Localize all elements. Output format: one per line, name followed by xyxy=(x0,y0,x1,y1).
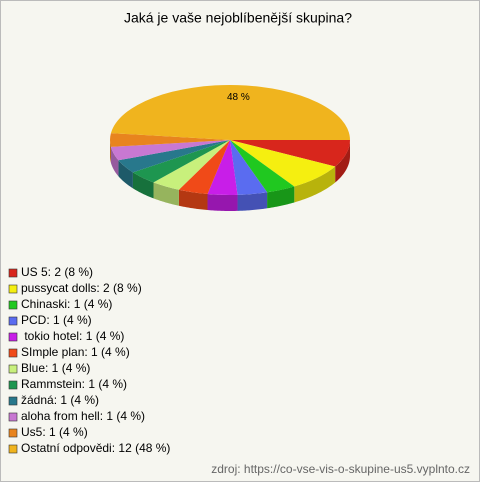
slice xyxy=(110,84,351,140)
slice xyxy=(178,140,230,195)
legend-label: Blue: 1 (4 %) xyxy=(21,361,90,375)
slice xyxy=(132,140,230,183)
legend-swatch xyxy=(8,380,18,390)
slice-side xyxy=(132,172,154,199)
legend-swatch xyxy=(8,316,18,326)
slice-side xyxy=(335,140,350,183)
chart-title: Jaká je vaše nejoblíbenější skupina? xyxy=(124,10,352,26)
slice-side xyxy=(178,189,208,211)
slice xyxy=(230,140,268,195)
legend-label: tokio hotel: 1 (4 %) xyxy=(21,329,124,343)
slice-side xyxy=(267,186,295,209)
slice xyxy=(230,140,295,193)
legend-swatch xyxy=(8,332,18,342)
legend-label: žádná: 1 (4 %) xyxy=(21,393,99,407)
legend-swatch xyxy=(8,428,18,438)
slice xyxy=(207,140,238,196)
source: zdroj: https://co-vse-vis-o-skupine-us5.… xyxy=(211,462,470,476)
legend-swatch xyxy=(8,412,18,422)
legend-swatch xyxy=(8,396,18,406)
legend-swatch xyxy=(8,268,18,278)
legend-label: pussycat dolls: 2 (8 %) xyxy=(21,281,142,295)
legend-label: US 5: 2 (8 %) xyxy=(21,265,93,279)
slice-side xyxy=(153,182,179,206)
legend-label: aloha from hell: 1 (4 %) xyxy=(21,409,145,423)
legend-swatch xyxy=(8,364,18,374)
legend-label: PCD: 1 (4 %) xyxy=(21,313,92,327)
slice xyxy=(118,140,230,173)
legend-swatch xyxy=(8,348,18,358)
slice-side xyxy=(237,192,268,211)
slice-side xyxy=(118,160,133,189)
legend-swatch xyxy=(8,300,18,310)
legend-label: Ostatní odpovědi: 12 (48 %) xyxy=(21,441,170,455)
slice xyxy=(153,140,230,190)
legend-label: Us5: 1 (4 %) xyxy=(21,425,88,439)
legend-label: SImple plan: 1 (4 %) xyxy=(21,345,130,359)
legend-label: Rammstein: 1 (4 %) xyxy=(21,377,127,391)
data-label: 48 % xyxy=(227,92,250,103)
slice-side xyxy=(294,166,336,203)
legend-swatch xyxy=(8,444,18,454)
slice-side xyxy=(110,140,111,163)
slice-side xyxy=(110,146,119,177)
legend-swatch xyxy=(8,284,18,294)
slice xyxy=(110,133,230,147)
legend-label: Chinaski: 1 (4 %) xyxy=(21,297,112,311)
slice-side xyxy=(207,194,238,211)
slice xyxy=(230,140,336,187)
slice xyxy=(230,140,350,167)
slice xyxy=(110,140,230,161)
